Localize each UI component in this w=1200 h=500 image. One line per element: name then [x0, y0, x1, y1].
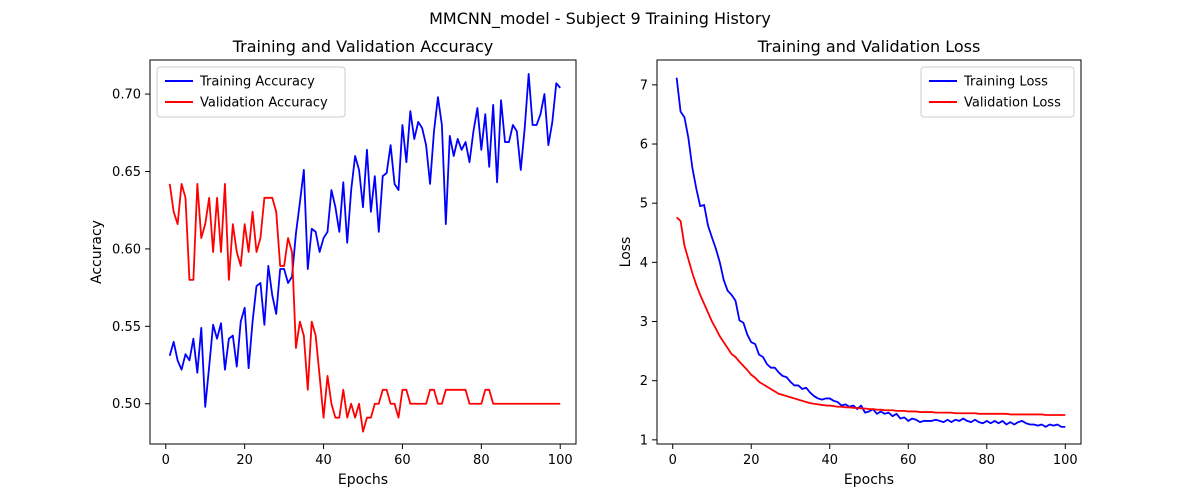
series-line-validation-loss [676, 216, 1066, 416]
loss-chart: Training and Validation Loss 0 20 40 60 80 100… [618, 37, 1082, 488]
y-axis-label: Accuracy [89, 220, 105, 284]
x-tick-label: 0 [162, 453, 170, 468]
legend-entry: Training Loss [963, 75, 1048, 90]
series-line-training-accuracy [168, 73, 561, 408]
x-tick-label: 80 [979, 453, 996, 468]
y-tick-label: 0.55 [112, 320, 141, 335]
legend-box [920, 66, 1075, 118]
y-tick-label: 0.60 [112, 242, 141, 257]
legend: Training Accuracy Validation Accuracy [156, 66, 346, 118]
x-tick-label: 40 [821, 453, 838, 468]
series-line-training-loss [675, 77, 1066, 428]
accuracy-chart: Training and Validation Accuracy 0 20 40 60 8… [89, 37, 577, 488]
x-axis-label: Epochs [844, 472, 894, 488]
legend-box [156, 66, 346, 118]
y-tick-label: 2 [640, 374, 648, 389]
x-tick-label: 20 [236, 453, 253, 468]
x-tick-label: 80 [473, 453, 490, 468]
x-tick-label: 20 [743, 453, 760, 468]
legend-entry: Validation Loss [964, 96, 1061, 111]
x-tick-label: 60 [394, 453, 411, 468]
y-tick-label: 3 [640, 315, 648, 330]
y-tick-label: 0.50 [112, 397, 141, 412]
x-tick-label: 0 [669, 453, 677, 468]
x-tick-label: 100 [548, 453, 573, 468]
y-tick-label: 7 [640, 78, 648, 93]
y-tick-label: 0.70 [112, 88, 141, 103]
y-tick-label: 4 [640, 256, 648, 271]
plot-area-frame [656, 59, 1082, 445]
legend-entry: Validation Accuracy [200, 96, 328, 111]
legend-entry: Training Accuracy [199, 75, 315, 90]
series-line-validation-accuracy [168, 182, 561, 433]
y-tick-label: 0.65 [112, 165, 141, 180]
x-tick-label: 60 [900, 453, 917, 468]
x-axis-label: Epochs [338, 472, 388, 488]
y-tick-label: 6 [640, 138, 648, 153]
x-tick-label: 40 [315, 453, 332, 468]
x-tick-label: 100 [1053, 453, 1078, 468]
legend: Training Loss Validation Loss [920, 66, 1075, 118]
figure-title: MMCNN_model - Subject 9 Training History [429, 9, 771, 29]
chart-title: Training and Validation Accuracy [232, 37, 494, 56]
chart-title: Training and Validation Loss [757, 37, 981, 56]
y-tick-label: 1 [640, 433, 648, 448]
plot-area-frame [149, 59, 577, 445]
y-tick-label: 5 [640, 197, 648, 212]
y-axis-label: Loss [618, 237, 634, 268]
